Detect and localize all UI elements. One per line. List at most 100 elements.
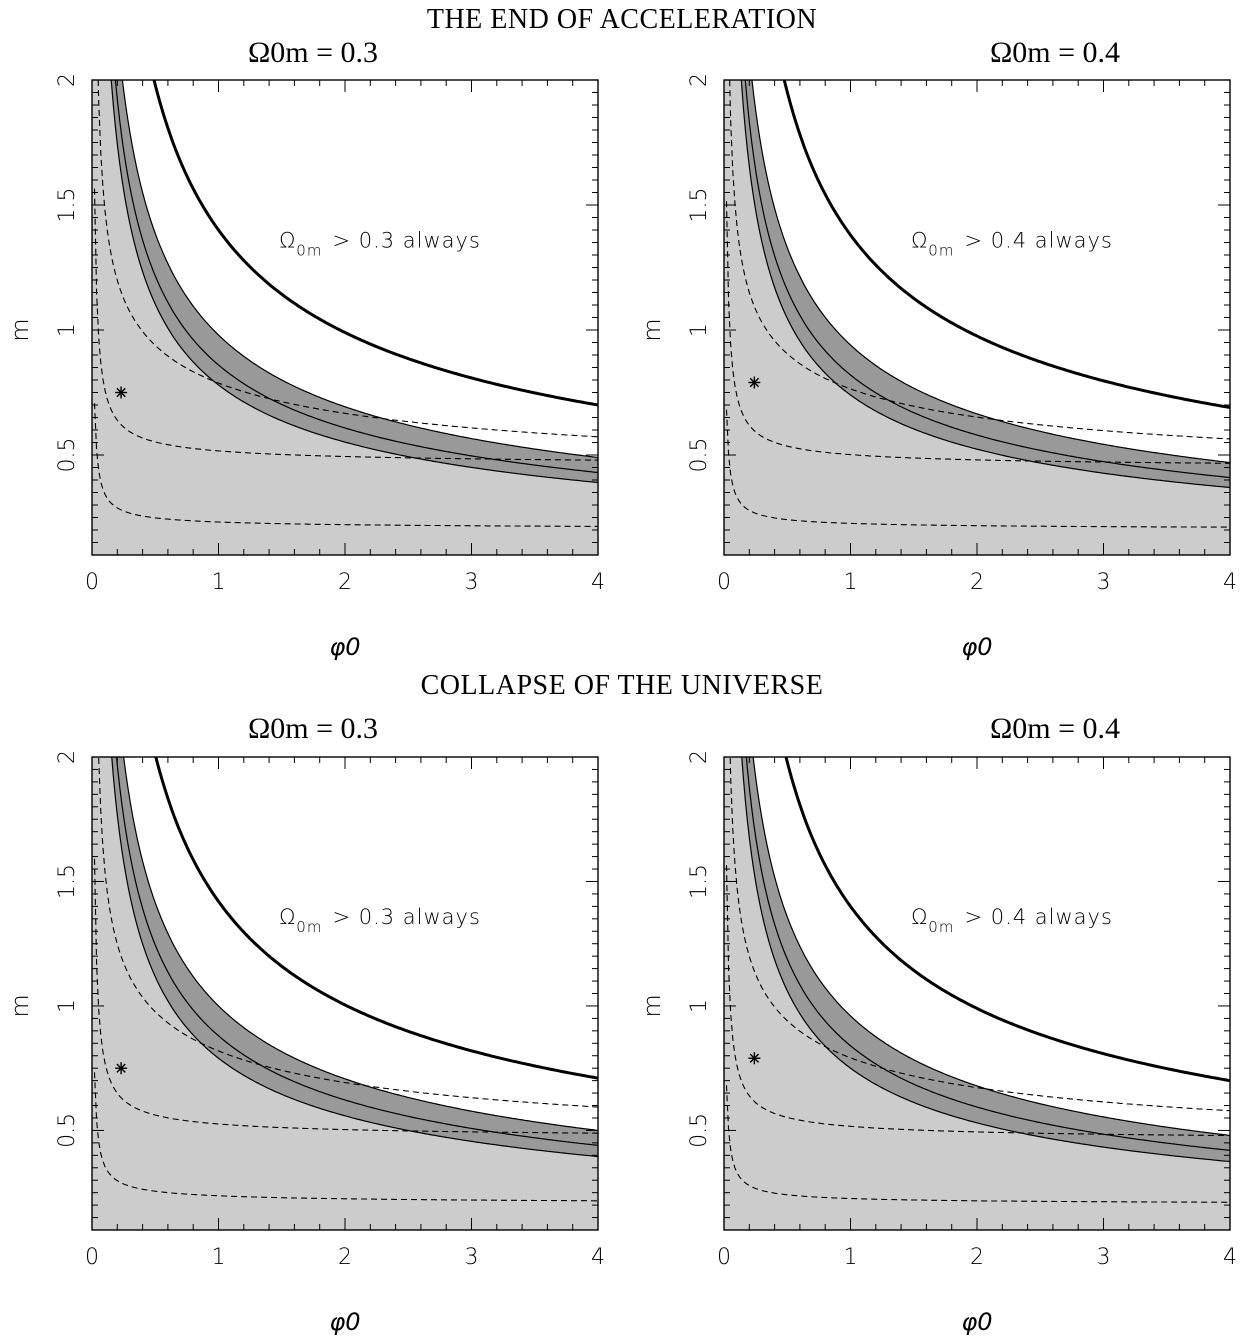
thick-boundary-line bbox=[152, 80, 598, 407]
star-marker bbox=[748, 376, 761, 389]
panel-title-top-left: Ω0m = 0.3 bbox=[248, 36, 379, 69]
band-mid-line bbox=[744, 80, 1230, 479]
dashed-curve-middle bbox=[725, 201, 1230, 464]
x-tick-label: 1 bbox=[844, 570, 858, 595]
panel-title-top-right: Ω0m = 0.4 bbox=[990, 36, 1121, 69]
star-marker bbox=[115, 1062, 128, 1075]
x-tick-label: 4 bbox=[591, 1245, 605, 1270]
annotation-label: Ω0m > 0.4 always bbox=[911, 905, 1113, 936]
plot-area bbox=[92, 757, 598, 1230]
dashed-curve-middle bbox=[725, 865, 1230, 1137]
dashed-curve-lower bbox=[93, 1072, 598, 1202]
x-axis-label: φ0 bbox=[961, 633, 992, 661]
dashed-curve-upper bbox=[729, 757, 1230, 1112]
x-tick-label: 3 bbox=[465, 570, 479, 595]
x-tick-label: 2 bbox=[970, 1245, 984, 1270]
x-tick-label: 3 bbox=[465, 1245, 479, 1270]
x-axis-label: φ0 bbox=[961, 1308, 992, 1336]
x-tick-label: 4 bbox=[591, 570, 605, 595]
y-tick-label: 1 bbox=[687, 323, 712, 337]
y-axis-label: m bbox=[6, 994, 34, 1017]
y-axis-label: m bbox=[6, 318, 34, 341]
y-tick-label: 1.5 bbox=[687, 188, 712, 223]
dark-band bbox=[111, 757, 598, 1157]
x-tick-label: 2 bbox=[970, 570, 984, 595]
thick-boundary-line bbox=[784, 757, 1230, 1083]
y-tick-label: 1.5 bbox=[55, 864, 80, 899]
x-tick-label: 1 bbox=[844, 1245, 858, 1270]
y-tick-label: 0.5 bbox=[55, 1113, 80, 1148]
y-tick-label: 1 bbox=[55, 999, 80, 1013]
y-tick-label: 1 bbox=[687, 999, 712, 1013]
plot-area bbox=[92, 80, 598, 555]
y-tick-label: 1.5 bbox=[687, 864, 712, 899]
plot-area bbox=[724, 80, 1230, 555]
x-axis-label: φ0 bbox=[329, 1308, 360, 1336]
band-upper-line bbox=[751, 80, 1230, 464]
x-tick-label: 3 bbox=[1097, 1245, 1111, 1270]
y-tick-label: 0.5 bbox=[55, 438, 80, 473]
dark-band bbox=[741, 757, 1230, 1162]
band-lower-line bbox=[111, 757, 598, 1158]
plot-area bbox=[724, 757, 1230, 1230]
dashed-curve-middle bbox=[93, 188, 598, 461]
x-tick-label: 0 bbox=[717, 570, 731, 595]
y-tick-label: 2 bbox=[55, 750, 80, 764]
band-upper-line bbox=[752, 757, 1230, 1136]
annotation-label: Ω0m > 0.3 always bbox=[279, 229, 481, 260]
y-axis-label: m bbox=[638, 994, 666, 1017]
x-tick-label: 0 bbox=[717, 1245, 731, 1270]
x-tick-label: 3 bbox=[1097, 570, 1111, 595]
band-mid-line bbox=[745, 757, 1230, 1151]
y-tick-label: 0.5 bbox=[687, 1113, 712, 1148]
x-tick-label: 4 bbox=[1223, 1245, 1237, 1270]
y-tick-label: 1 bbox=[55, 323, 80, 337]
dashed-curve-upper bbox=[98, 757, 598, 1108]
plot-panel-2: 0 1 2 3 4 0.5 1 1.5 2 φ0 m Ω0m > 0.3 always bbox=[6, 750, 605, 1336]
band-mid-line bbox=[115, 757, 598, 1146]
star-marker bbox=[748, 1052, 761, 1065]
annotation-label: Ω0m > 0.4 always bbox=[911, 229, 1113, 260]
band-upper-line bbox=[123, 757, 598, 1131]
light-region bbox=[724, 80, 1230, 555]
y-tick-label: 2 bbox=[687, 73, 712, 87]
band-upper-line bbox=[121, 80, 598, 459]
y-axis-label: m bbox=[638, 318, 666, 341]
dark-band bbox=[741, 80, 1230, 488]
dashed-curve-middle bbox=[93, 858, 598, 1134]
panel-title-bottom-right: Ω0m = 0.4 bbox=[990, 712, 1121, 745]
y-tick-label: 0.5 bbox=[687, 438, 712, 473]
dashed-curve-lower bbox=[725, 409, 1230, 528]
y-tick-label: 1.5 bbox=[55, 188, 80, 223]
annotation-label: Ω0m > 0.3 always bbox=[279, 905, 481, 936]
light-region bbox=[724, 757, 1230, 1230]
x-axis-label: φ0 bbox=[329, 633, 360, 661]
band-lower-line bbox=[741, 757, 1230, 1163]
x-tick-label: 2 bbox=[338, 1245, 352, 1270]
x-tick-label: 4 bbox=[1223, 570, 1237, 595]
y-tick-label: 2 bbox=[55, 73, 80, 87]
x-tick-label: 0 bbox=[85, 1245, 99, 1270]
star-marker bbox=[115, 386, 128, 399]
panel-title-bottom-left: Ω0m = 0.3 bbox=[248, 712, 379, 745]
x-tick-label: 2 bbox=[338, 570, 352, 595]
x-tick-label: 0 bbox=[85, 570, 99, 595]
plot-panel-0: 0 1 2 3 4 0.5 1 1.5 2 φ0 m Ω0m > 0.3 always bbox=[6, 73, 605, 661]
dashed-curve-lower bbox=[93, 403, 598, 527]
thick-boundary-line bbox=[154, 757, 598, 1080]
band-mid-line bbox=[114, 80, 598, 474]
x-tick-label: 1 bbox=[212, 1245, 226, 1270]
section-title-acceleration: THE END OF ACCELERATION bbox=[426, 4, 818, 35]
x-tick-label: 1 bbox=[212, 570, 226, 595]
dark-band bbox=[111, 80, 598, 483]
dashed-curve-upper bbox=[729, 80, 1230, 440]
dashed-curve-upper bbox=[97, 80, 598, 438]
plot-panel-1: 0 1 2 3 4 0.5 1 1.5 2 φ0 m Ω0m > 0.4 always bbox=[638, 73, 1237, 661]
band-lower-line bbox=[110, 80, 598, 484]
band-lower-line bbox=[740, 80, 1230, 489]
y-tick-label: 2 bbox=[687, 750, 712, 764]
plot-panel-3: 0 1 2 3 4 0.5 1 1.5 2 φ0 m Ω0m > 0.4 always bbox=[638, 750, 1237, 1336]
thick-boundary-line bbox=[782, 80, 1230, 409]
section-title-collapse: COLLAPSE OF THE UNIVERSE bbox=[420, 670, 824, 701]
